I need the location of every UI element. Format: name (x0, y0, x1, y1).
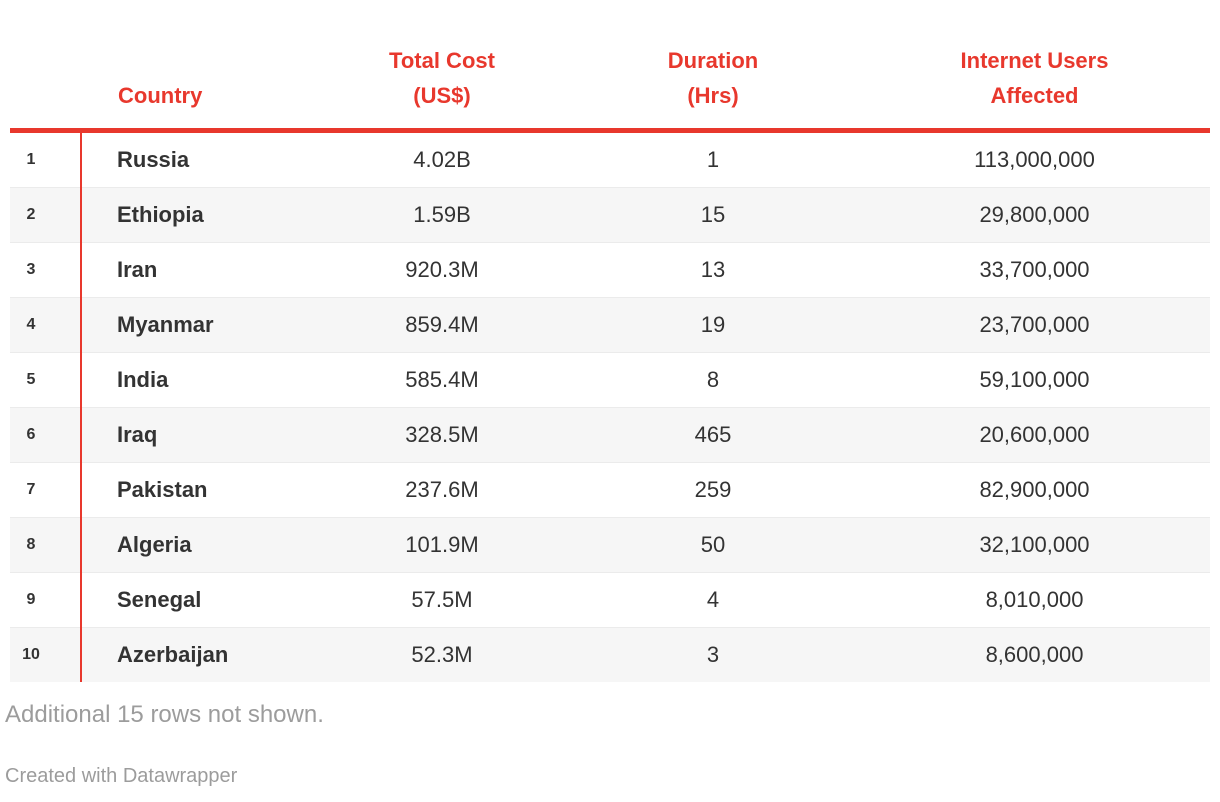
duration-cell: 465 (567, 407, 859, 463)
duration-column-header: Duration (Hrs) (567, 0, 859, 131)
internet-users-cell: 113,000,000 (974, 147, 1095, 172)
country-cell: Senegal (80, 572, 317, 628)
total-cost-column-header: Total Cost (US$) (317, 0, 567, 131)
total-cost-cell: 237.6M (317, 462, 567, 518)
duration-cell: 1 (706, 147, 720, 172)
duration-cell: 259 (567, 462, 859, 518)
header-row: Country Total Cost (US$) Duration (Hrs) … (10, 0, 1210, 131)
duration-cell: 3 (567, 627, 859, 682)
total-cost-cell: 101.9M (317, 517, 567, 573)
country-cell: Iraq (80, 407, 317, 463)
rank-column-header (10, 0, 81, 131)
table-row: 9 Senegal 57.5M 4 8,010,000 (10, 572, 1210, 628)
rank-cell: 2 (10, 187, 81, 243)
rank-cell: 9 (10, 572, 81, 628)
table-body: 1 Russia 4.02B 1 113,000,000 2 Ethiopia … (10, 130, 1210, 682)
table-row: 1 Russia 4.02B 1 113,000,000 (10, 130, 1210, 188)
data-table: Country Total Cost (US$) Duration (Hrs) … (10, 0, 1210, 682)
internet-users-cell: 20,600,000 (859, 407, 1210, 463)
internet-users-cell: 82,900,000 (859, 462, 1210, 518)
column-header-line: (US$) (413, 83, 471, 108)
total-cost-cell: 57.5M (317, 572, 567, 628)
rank-cell: 1 (26, 151, 36, 168)
total-cost-cell: 4.02B (413, 147, 471, 172)
total-cost-cell: 585.4M (317, 352, 567, 408)
internet-users-cell: 59,100,000 (859, 352, 1210, 408)
table-row: 6 Iraq 328.5M 465 20,600,000 (10, 407, 1210, 463)
table-row: 2 Ethiopia 1.59B 15 29,800,000 (10, 187, 1210, 243)
internet-users-cell: 33,700,000 (859, 242, 1210, 298)
table-header: Country Total Cost (US$) Duration (Hrs) … (10, 0, 1210, 131)
internet-users-column-header: Internet Users Affected (859, 0, 1210, 131)
internet-users-cell: 8,600,000 (859, 627, 1210, 682)
datawrapper-credit: Created with Datawrapper (5, 765, 238, 787)
column-header-line: Internet Users (960, 48, 1109, 73)
rank-cell: 7 (10, 462, 81, 518)
duration-cell: 4 (567, 572, 859, 628)
duration-cell: 50 (567, 517, 859, 573)
country-cell: Pakistan (80, 462, 317, 518)
table-row: 4 Myanmar 859.4M 19 23,700,000 (10, 297, 1210, 353)
duration-cell: 13 (567, 242, 859, 298)
column-header-line: Affected (990, 83, 1079, 108)
column-header-line: (Hrs) (687, 83, 739, 108)
total-cost-cell: 52.3M (317, 627, 567, 682)
table-row: 3 Iran 920.3M 13 33,700,000 (10, 242, 1210, 298)
total-cost-cell: 328.5M (317, 407, 567, 463)
table-row: 8 Algeria 101.9M 50 32,100,000 (10, 517, 1210, 573)
country-cell: Algeria (80, 517, 317, 573)
table-row: 5 India 585.4M 8 59,100,000 (10, 352, 1210, 408)
country-cell: Russia (80, 130, 317, 188)
column-header-line: Total Cost (389, 48, 495, 73)
column-header-line: Country (118, 83, 203, 108)
country-cell: Azerbaijan (80, 627, 317, 682)
duration-cell: 15 (567, 187, 859, 243)
rank-cell: 3 (10, 242, 81, 298)
country-cell: India (80, 352, 317, 408)
total-cost-cell: 1.59B (317, 187, 567, 243)
table-row: 10 Azerbaijan 52.3M 3 8,600,000 (10, 627, 1210, 682)
internet-users-cell: 32,100,000 (859, 517, 1210, 573)
column-header-line: Duration (667, 48, 759, 73)
table-row: 7 Pakistan 237.6M 259 82,900,000 (10, 462, 1210, 518)
total-cost-cell: 859.4M (317, 297, 567, 353)
rows-not-shown-note: Additional 15 rows not shown. (5, 701, 324, 728)
rank-cell: 6 (10, 407, 81, 463)
rank-cell: 4 (10, 297, 81, 353)
internet-users-cell: 8,010,000 (859, 572, 1210, 628)
duration-cell: 8 (567, 352, 859, 408)
duration-cell: 19 (567, 297, 859, 353)
internet-users-cell: 23,700,000 (859, 297, 1210, 353)
rank-cell: 10 (10, 627, 81, 682)
rank-cell: 8 (10, 517, 81, 573)
total-cost-cell: 920.3M (317, 242, 567, 298)
country-cell: Iran (80, 242, 317, 298)
rank-cell: 5 (10, 352, 81, 408)
country-cell: Myanmar (80, 297, 317, 353)
country-column-header: Country (81, 0, 317, 131)
internet-users-cell: 29,800,000 (859, 187, 1210, 243)
country-cell: Ethiopia (80, 187, 317, 243)
